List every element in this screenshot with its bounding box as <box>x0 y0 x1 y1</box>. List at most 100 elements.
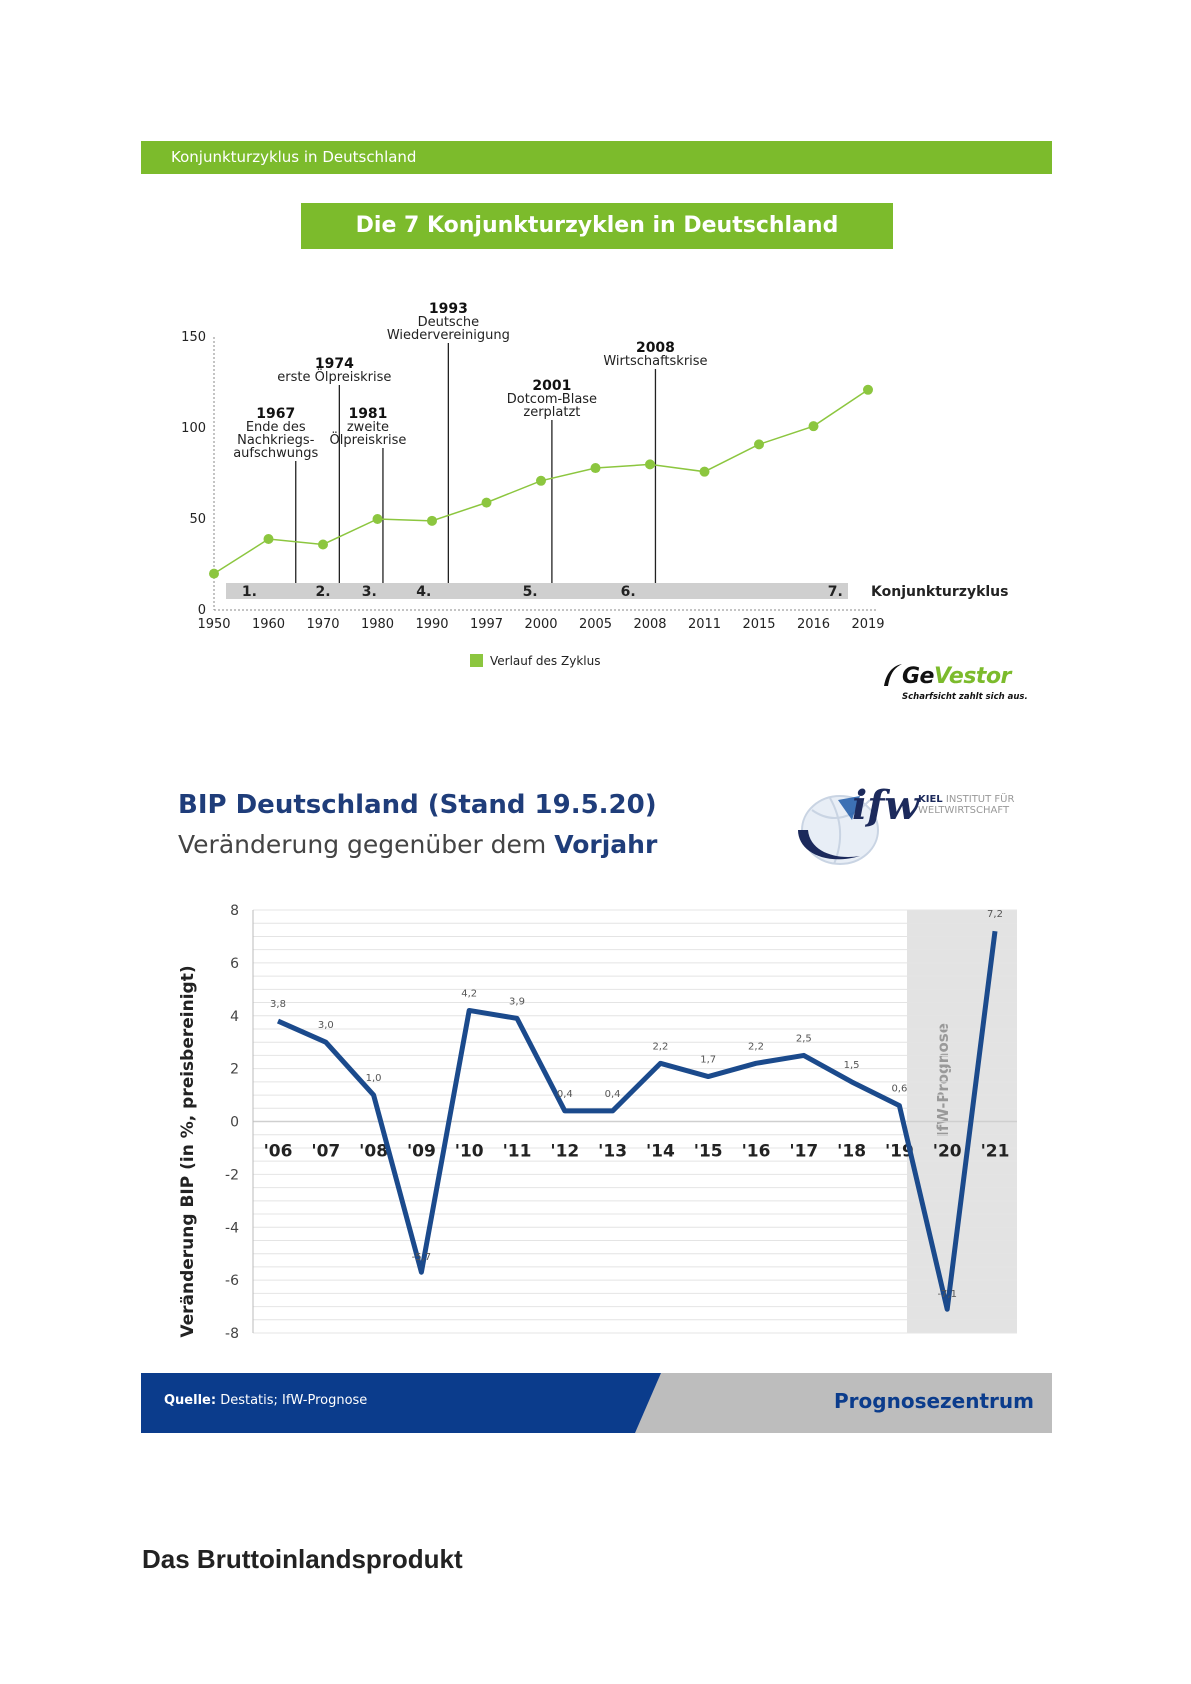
y-tick-label: 6 <box>230 956 239 972</box>
chart1-title: Die 7 Konjunkturzyklen in Deutschland <box>301 203 893 249</box>
bip-subtitle-a: Veränderung gegenüber dem <box>178 830 555 859</box>
source-text: Quelle: Destatis; IfW-Prognose <box>164 1393 367 1408</box>
x-tick-label: '17 <box>789 1142 818 1162</box>
cycle-point <box>699 466 710 477</box>
x-tick-label: '08 <box>359 1142 388 1162</box>
gdp-line <box>276 930 998 1312</box>
y-tick-label: 150 <box>181 330 206 345</box>
x-tick-label: 1950 <box>197 617 230 632</box>
y-tick-label: 100 <box>181 421 206 436</box>
data-label: -7,1 <box>937 1289 957 1300</box>
x-tick-label: 1980 <box>361 617 394 632</box>
data-label: 2,2 <box>748 1041 764 1052</box>
cycle-number: 5. <box>523 584 538 600</box>
data-label: 1,0 <box>366 1073 382 1084</box>
x-tick-label: '09 <box>407 1142 436 1162</box>
cycle-point <box>372 514 383 524</box>
prognosezentrum-label: Prognosezentrum <box>834 1389 1034 1413</box>
event-label: Dotcom-Blase <box>507 392 597 407</box>
x-tick-label: 2005 <box>579 617 612 632</box>
cycle-point <box>263 534 274 545</box>
event-label: Nachkriegs- <box>237 433 315 448</box>
event-year: 1974 <box>315 356 354 372</box>
x-tick-label: 2016 <box>797 617 830 632</box>
cycle-number: 3. <box>362 584 377 600</box>
y-tick-label: -6 <box>225 1273 239 1289</box>
cycle-number: 2. <box>315 584 330 600</box>
cycle-point <box>481 497 492 508</box>
bip-subtitle-b: Vorjahr <box>554 830 658 859</box>
x-tick-label: '13 <box>598 1142 627 1162</box>
x-tick-label: '10 <box>455 1142 484 1162</box>
cycle-point <box>590 463 601 474</box>
event-label: aufschwungs <box>233 446 318 461</box>
source-footer: Quelle: Destatis; IfW-Prognose Prognosez… <box>141 1373 1052 1433</box>
y-tick-label: -4 <box>225 1220 239 1236</box>
cycle-number: 4. <box>416 584 431 600</box>
data-label: 3,8 <box>270 999 286 1010</box>
event-year: 2008 <box>636 340 675 356</box>
x-tick-label: '07 <box>311 1142 340 1162</box>
event-label: Ende des <box>246 420 306 435</box>
x-tick-label: 1997 <box>470 617 503 632</box>
x-tick-label: 1970 <box>306 617 339 632</box>
x-tick-label: 2008 <box>633 617 666 632</box>
brand-part-a: Ge <box>902 664 934 689</box>
y-tick-label: 0 <box>198 603 206 618</box>
gevestor-slogan: Scharfsicht zahlt sich aus. <box>902 692 1028 702</box>
x-tick-label: '15 <box>694 1142 723 1162</box>
x-tick-label: '18 <box>837 1142 866 1162</box>
bip-title: BIP Deutschland (Stand 19.5.20) <box>178 790 657 820</box>
swoosh-icon <box>884 664 902 686</box>
x-tick-label: '12 <box>550 1142 579 1162</box>
event-label: Ölpreiskrise <box>330 431 407 448</box>
ifw-institut: INSTITUT FÜR <box>942 794 1015 805</box>
cycle-point <box>536 475 546 486</box>
ifw-kiel: KIEL <box>918 794 943 805</box>
x-tick-label: 1960 <box>252 617 285 632</box>
ifw-institute-name: KIEL INSTITUT FÜR WELTWIRTSCHAFT <box>918 794 1014 816</box>
cycle-band-label: Konjunkturzyklus <box>871 584 1008 600</box>
y-axis-label: Veränderung BIP (in %, preisbereinigt) <box>178 965 198 1337</box>
data-label: 0,6 <box>891 1084 907 1095</box>
event-label: Wiedervereinigung <box>387 328 510 343</box>
data-label: 3,9 <box>509 996 525 1007</box>
ifw-weltwirtschaft: WELTWIRTSCHAFT <box>918 805 1010 816</box>
cycle-number: 1. <box>242 584 257 600</box>
bip-subtitle: Veränderung gegenüber dem Vorjahr <box>178 830 657 859</box>
x-tick-label: 2019 <box>851 617 884 632</box>
cycle-point <box>808 421 819 432</box>
cycle-point <box>645 459 655 470</box>
cycle-point <box>863 384 873 395</box>
cycle-point <box>427 515 437 526</box>
data-label: 1,5 <box>844 1060 860 1071</box>
event-year: 1993 <box>429 301 468 317</box>
x-tick-label: '21 <box>981 1142 1010 1162</box>
data-label: -5,7 <box>412 1252 432 1263</box>
y-tick-label: -2 <box>225 1167 239 1183</box>
event-year: 1967 <box>256 406 295 422</box>
data-label: 1,7 <box>700 1055 716 1066</box>
event-label: Deutsche <box>418 315 480 330</box>
gevestor-logo: GeVestor Scharfsicht zahlt sich aus. <box>880 660 1040 708</box>
page-heading: Das Bruttoinlandsprodukt <box>142 1544 463 1574</box>
forecast-label: IfW-Prognose <box>934 1023 952 1137</box>
x-tick-label: 2011 <box>688 617 721 632</box>
event-label: Wirtschaftskrise <box>603 354 707 369</box>
cycle-point <box>318 539 328 550</box>
event-year: 1981 <box>348 406 387 422</box>
legend-label: Verlauf des Zyklus <box>490 654 600 668</box>
y-tick-label: 8 <box>230 903 239 919</box>
source-value: Destatis; IfW-Prognose <box>216 1393 368 1408</box>
brand-part-b: Vestor <box>933 664 1011 689</box>
y-tick-label: 50 <box>189 512 206 527</box>
y-tick-label: 0 <box>230 1115 239 1131</box>
x-tick-label: '14 <box>646 1142 675 1162</box>
event-label: zweite <box>347 420 389 435</box>
event-year: 2001 <box>532 378 571 394</box>
cycle-number: 6. <box>621 584 636 600</box>
cycle-number: 7. <box>828 584 843 600</box>
x-tick-label: '20 <box>933 1142 962 1162</box>
legend-swatch <box>470 654 483 667</box>
x-tick-label: '06 <box>264 1142 293 1162</box>
